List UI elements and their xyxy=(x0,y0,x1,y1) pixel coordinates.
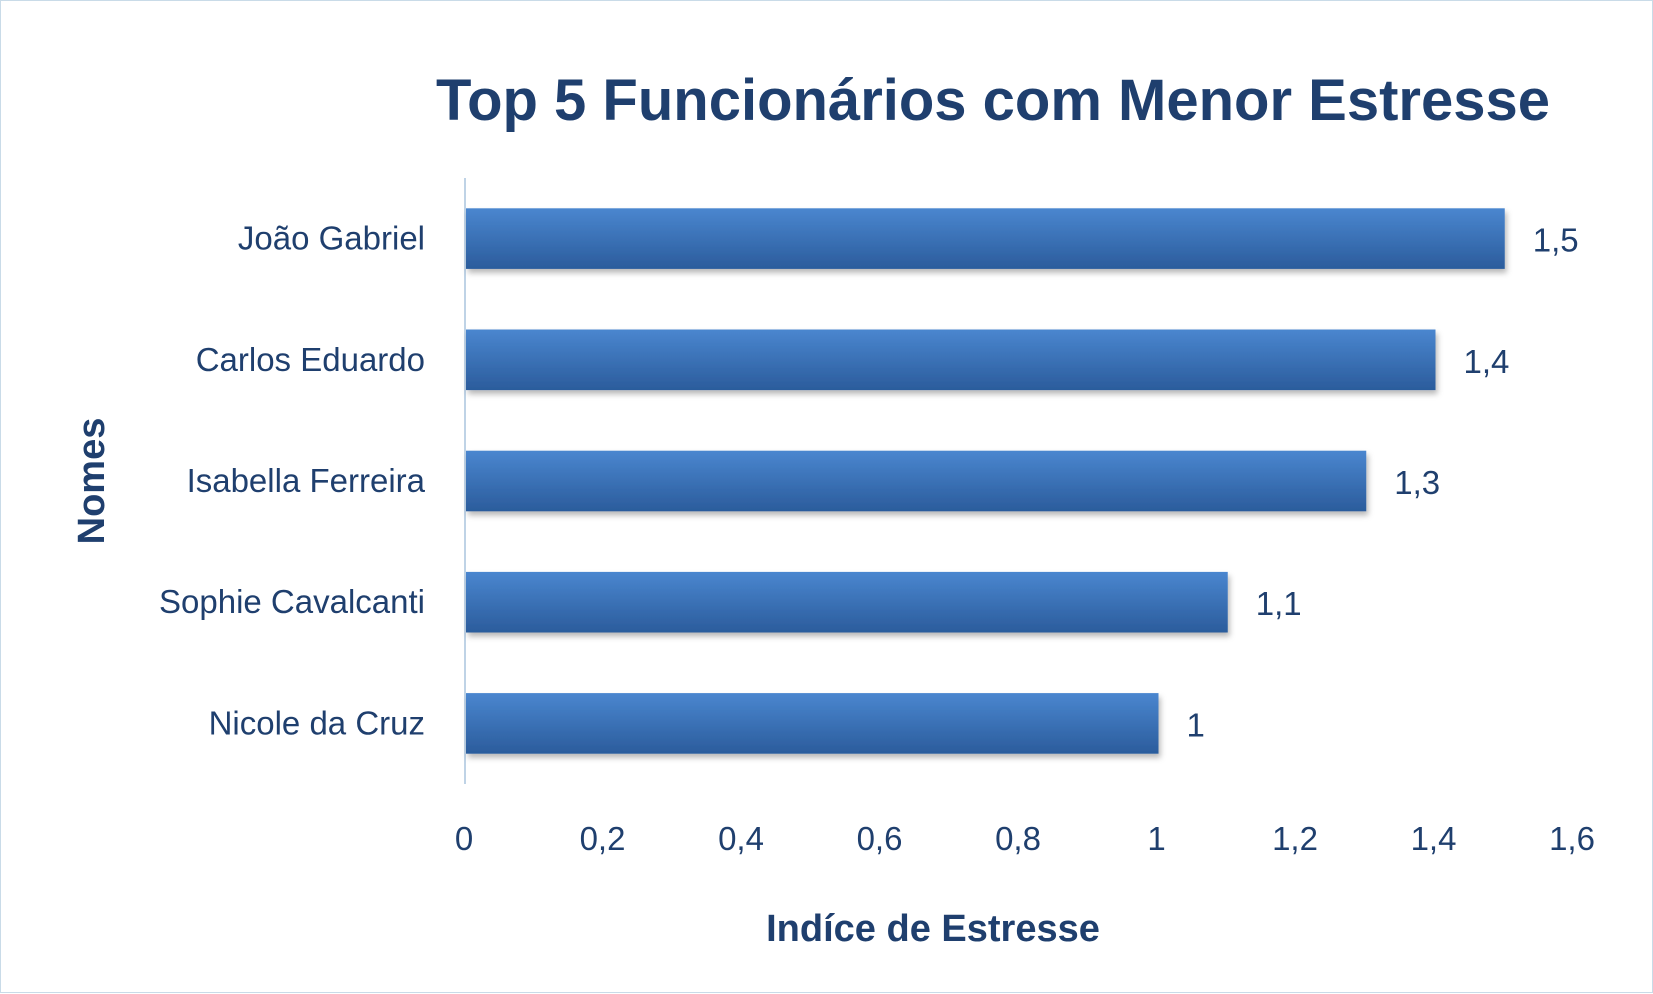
category-label: Carlos Eduardo xyxy=(196,341,425,378)
chart-title: Top 5 Funcionários com Menor Estresse xyxy=(436,68,1550,133)
y-axis-title: Nomes xyxy=(71,418,113,545)
category-label: Sophie Cavalcanti xyxy=(159,583,425,620)
category-labels: João Gabriel Carlos Eduardo Isabella Ferre… xyxy=(159,220,426,742)
bar xyxy=(466,571,1228,633)
bar xyxy=(466,450,1367,512)
data-labels: 1,5 1,4 1,3 1,1 1 xyxy=(1187,222,1579,744)
bar xyxy=(466,329,1436,391)
data-label: 1,4 xyxy=(1464,343,1510,380)
data-label: 1,3 xyxy=(1394,464,1440,501)
x-tick-label: 0,2 xyxy=(580,820,626,857)
x-tick-label: 0,4 xyxy=(718,820,764,857)
bar xyxy=(466,693,1159,754)
category-label: Nicole da Cruz xyxy=(209,704,425,741)
data-label: 1,5 xyxy=(1533,222,1579,259)
x-tick-label: 0,8 xyxy=(995,820,1041,857)
bars-group xyxy=(466,208,1505,754)
x-tick-label: 0,6 xyxy=(857,820,903,857)
data-label: 1 xyxy=(1187,706,1205,743)
category-label: Isabella Ferreira xyxy=(187,462,426,499)
x-tick-label: 0 xyxy=(455,820,473,857)
x-tick-label: 1,2 xyxy=(1272,820,1318,857)
category-label: João Gabriel xyxy=(238,220,425,257)
x-tick-label: 1,6 xyxy=(1549,820,1595,857)
x-tick-label: 1,4 xyxy=(1411,820,1457,857)
data-label: 1,1 xyxy=(1256,585,1302,622)
x-axis-title: Indíce de Estresse xyxy=(766,908,1100,950)
bar xyxy=(466,208,1505,269)
x-tick-label: 1 xyxy=(1147,820,1165,857)
x-tick-labels: 0 0,2 0,4 0,6 0,8 1 1,2 1,4 1,6 xyxy=(455,820,1595,857)
